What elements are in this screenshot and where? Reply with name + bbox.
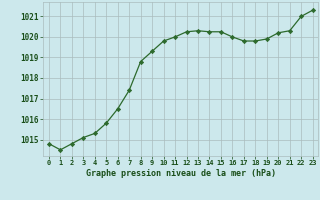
X-axis label: Graphe pression niveau de la mer (hPa): Graphe pression niveau de la mer (hPa) [86, 169, 276, 178]
